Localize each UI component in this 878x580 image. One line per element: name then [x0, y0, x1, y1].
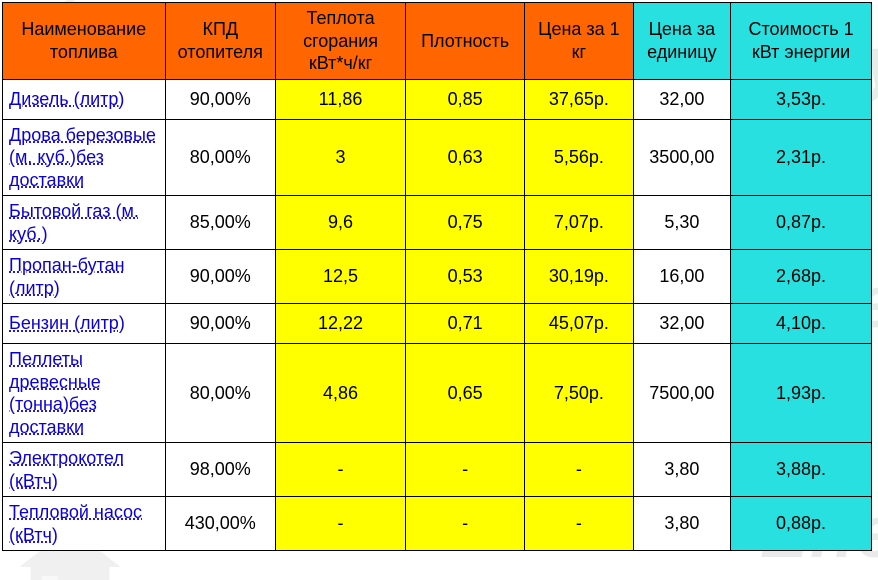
- table-row: Дизель (литр)90,00%11,860,8537,65р.32,00…: [3, 79, 872, 119]
- cell-price_kg: -: [525, 443, 633, 497]
- cell-heat: -: [276, 497, 406, 551]
- cell-efficiency: 98,00%: [165, 443, 276, 497]
- cell-cost_kwh: 3,53р.: [731, 79, 872, 119]
- col-header-heat: Теплота сгорания кВт*ч/кг: [276, 3, 406, 80]
- table-row: Пропан-бутан (литр)90,00%12,50,5330,19р.…: [3, 250, 872, 304]
- cell-price_unit: 32,00: [633, 304, 731, 344]
- col-header-cost_kwh: Стоимость 1 кВт энергии: [731, 3, 872, 80]
- cell-price_unit: 3500,00: [633, 119, 731, 196]
- cell-name: Пеллеты древесные (тонна)без доставки: [3, 344, 166, 443]
- table-row: Бытовой газ (м. куб.)85,00%9,60,757,07р.…: [3, 196, 872, 250]
- table-row: Дрова березовые (м. куб.)без доставки80,…: [3, 119, 872, 196]
- cell-name: Пропан-бутан (литр): [3, 250, 166, 304]
- cell-density: 0,65: [406, 344, 525, 443]
- cell-heat: 9,6: [276, 196, 406, 250]
- cell-name: Тепловой насос (кВтч): [3, 497, 166, 551]
- cell-price_unit: 5,30: [633, 196, 731, 250]
- cell-efficiency: 80,00%: [165, 119, 276, 196]
- cell-price_kg: 7,50р.: [525, 344, 633, 443]
- col-header-price_kg: Цена за 1 кг: [525, 3, 633, 80]
- cell-cost_kwh: 2,68р.: [731, 250, 872, 304]
- col-header-name: Наименование топлива: [3, 3, 166, 80]
- cell-cost_kwh: 3,88р.: [731, 443, 872, 497]
- fuel-comparison-table: Наименование топливаКПД отопителяТеплота…: [2, 2, 872, 551]
- cell-price_unit: 16,00: [633, 250, 731, 304]
- cell-density: 0,85: [406, 79, 525, 119]
- cell-name: Дизель (литр): [3, 79, 166, 119]
- cell-heat: -: [276, 443, 406, 497]
- cell-heat: 12,22: [276, 304, 406, 344]
- cell-price_unit: 32,00: [633, 79, 731, 119]
- cell-efficiency: 90,00%: [165, 250, 276, 304]
- cell-price_kg: 37,65р.: [525, 79, 633, 119]
- cell-heat: 4,86: [276, 344, 406, 443]
- cell-heat: 11,86: [276, 79, 406, 119]
- cell-cost_kwh: 4,10р.: [731, 304, 872, 344]
- cell-heat: 3: [276, 119, 406, 196]
- table-row: Электрокотел (кВтч)98,00%---3,803,88р.: [3, 443, 872, 497]
- col-header-efficiency: КПД отопителя: [165, 3, 276, 80]
- cell-price_kg: -: [525, 497, 633, 551]
- cell-cost_kwh: 0,87р.: [731, 196, 872, 250]
- cell-name: Дрова березовые (м. куб.)без доставки: [3, 119, 166, 196]
- cell-density: 0,53: [406, 250, 525, 304]
- cell-efficiency: 430,00%: [165, 497, 276, 551]
- cell-density: 0,63: [406, 119, 525, 196]
- cell-density: 0,71: [406, 304, 525, 344]
- cell-cost_kwh: 0,88р.: [731, 497, 872, 551]
- cell-price_unit: 3,80: [633, 443, 731, 497]
- cell-efficiency: 80,00%: [165, 344, 276, 443]
- cell-price_kg: 7,07р.: [525, 196, 633, 250]
- cell-price_kg: 30,19р.: [525, 250, 633, 304]
- cell-cost_kwh: 2,31р.: [731, 119, 872, 196]
- cell-density: -: [406, 497, 525, 551]
- cell-price_unit: 3,80: [633, 497, 731, 551]
- table-body: Дизель (литр)90,00%11,860,8537,65р.32,00…: [3, 79, 872, 551]
- table-row: Бензин (литр)90,00%12,220,7145,07р.32,00…: [3, 304, 872, 344]
- cell-price_kg: 5,56р.: [525, 119, 633, 196]
- cell-price_kg: 45,07р.: [525, 304, 633, 344]
- cell-density: -: [406, 443, 525, 497]
- col-header-price_unit: Цена за единицу: [633, 3, 731, 80]
- col-header-density: Плотность: [406, 3, 525, 80]
- table-header: Наименование топливаКПД отопителяТеплота…: [3, 3, 872, 80]
- table-row: Тепловой насос (кВтч)430,00%---3,800,88р…: [3, 497, 872, 551]
- cell-name: Бытовой газ (м. куб.): [3, 196, 166, 250]
- cell-name: Электрокотел (кВтч): [3, 443, 166, 497]
- cell-price_unit: 7500,00: [633, 344, 731, 443]
- table-row: Пеллеты древесные (тонна)без доставки80,…: [3, 344, 872, 443]
- cell-name: Бензин (литр): [3, 304, 166, 344]
- cell-efficiency: 90,00%: [165, 79, 276, 119]
- cell-density: 0,75: [406, 196, 525, 250]
- cell-efficiency: 90,00%: [165, 304, 276, 344]
- cell-efficiency: 85,00%: [165, 196, 276, 250]
- cell-heat: 12,5: [276, 250, 406, 304]
- cell-cost_kwh: 1,93р.: [731, 344, 872, 443]
